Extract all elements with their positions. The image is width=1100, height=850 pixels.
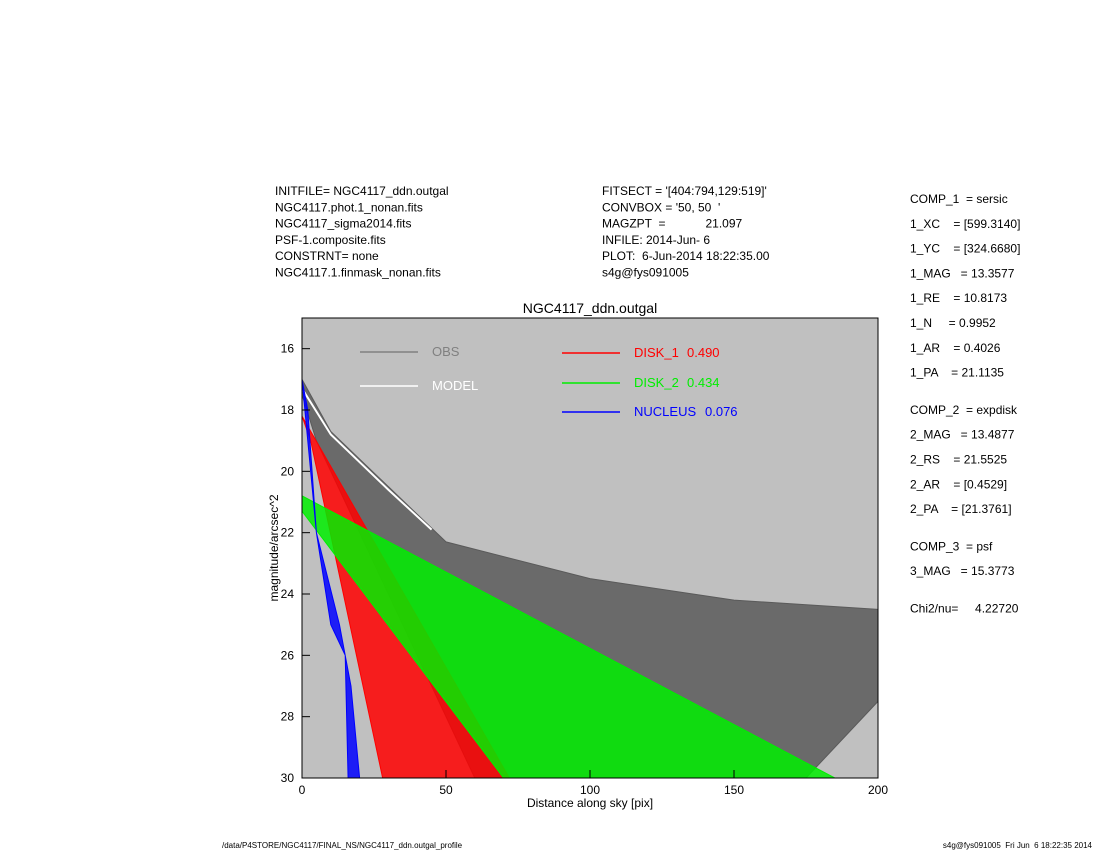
legend-label: OBS — [432, 344, 460, 359]
y-tick-label: 22 — [281, 526, 295, 540]
parameter-line: COMP_2 = expdisk — [910, 403, 1018, 417]
header-line: s4g@fys091005 — [602, 266, 689, 280]
header-line: PSF-1.composite.fits — [275, 233, 386, 247]
parameter-line: 2_MAG = 13.4877 — [910, 428, 1015, 442]
parameter-line: COMP_3 = psf — [910, 539, 993, 553]
y-axis-label: magnitude/arcsec^2 — [267, 494, 281, 601]
footer-path: /data/P4STORE/NGC4117/FINAL_NS/NGC4117_d… — [222, 841, 463, 850]
x-tick-label: 200 — [868, 783, 888, 797]
series-area — [302, 388, 433, 531]
header-line: NGC4117.1.finmask_nonan.fits — [275, 266, 441, 280]
header-line: INFILE: 2014-Jun- 6 — [602, 233, 710, 247]
header-line: FITSECT = '[404:794,129:519]' — [602, 184, 767, 198]
y-tick-label: 30 — [281, 771, 295, 785]
legend-label: NUCLEUS — [634, 404, 696, 419]
parameter-line: 3_MAG = 15.3773 — [910, 564, 1015, 578]
parameter-line: 2_AR = [0.4529] — [910, 477, 1007, 491]
header-line: PLOT: 6-Jun-2014 18:22:35.00 — [602, 249, 770, 263]
x-axis-label: Distance along sky [pix] — [527, 796, 653, 810]
header-line: MAGZPT = 21.097 — [602, 217, 742, 231]
legend-label: DISK_1 — [634, 345, 679, 360]
parameter-line: 1_AR = 0.4026 — [910, 341, 1001, 355]
parameter-line: 2_RS = 21.5525 — [910, 453, 1007, 467]
header-line: NGC4117_sigma2014.fits — [275, 217, 412, 231]
header-line: NGC4117.phot.1_nonan.fits — [275, 200, 423, 214]
header-line: CONSTRNT= none — [275, 249, 379, 263]
parameter-line: 2_PA = [21.3761] — [910, 502, 1012, 516]
legend-label: DISK_2 — [634, 375, 679, 390]
y-tick-label: 16 — [281, 342, 295, 356]
header-line: INITFILE= NGC4117_ddn.outgal — [275, 184, 449, 198]
parameter-line: Chi2/nu= 4.22720 — [910, 602, 1019, 616]
y-tick-label: 28 — [281, 710, 295, 724]
chart-title: NGC4117_ddn.outgal — [523, 300, 657, 316]
parameter-line: 1_YC = [324.6680] — [910, 242, 1020, 256]
footer-stamp: s4g@fys091005 Fri Jun 6 18:22:35 2014 — [943, 841, 1093, 850]
parameter-line: 1_XC = [599.3140] — [910, 217, 1020, 231]
legend-fraction: 0.490 — [687, 345, 720, 360]
legend-fraction: 0.076 — [705, 404, 738, 419]
x-tick-label: 0 — [299, 783, 306, 797]
y-tick-label: 24 — [281, 587, 295, 601]
parameter-line: 1_PA = 21.1135 — [910, 366, 1004, 380]
legend-label: MODEL — [432, 378, 478, 393]
parameter-line: 1_MAG = 13.3577 — [910, 266, 1015, 280]
y-tick-label: 26 — [281, 648, 295, 662]
header-line: CONVBOX = '50, 50 ' — [602, 200, 720, 214]
x-tick-label: 100 — [580, 783, 600, 797]
x-tick-label: 50 — [439, 783, 453, 797]
parameter-line: COMP_1 = sersic — [910, 192, 1008, 206]
y-tick-label: 20 — [281, 464, 295, 478]
series-area — [302, 495, 836, 778]
parameter-line: 1_N = 0.9952 — [910, 316, 996, 330]
parameter-line: 1_RE = 10.8173 — [910, 291, 1007, 305]
series-area — [302, 379, 361, 778]
x-tick-label: 150 — [724, 783, 744, 797]
y-tick-label: 18 — [281, 403, 295, 417]
legend-fraction: 0.434 — [687, 375, 720, 390]
